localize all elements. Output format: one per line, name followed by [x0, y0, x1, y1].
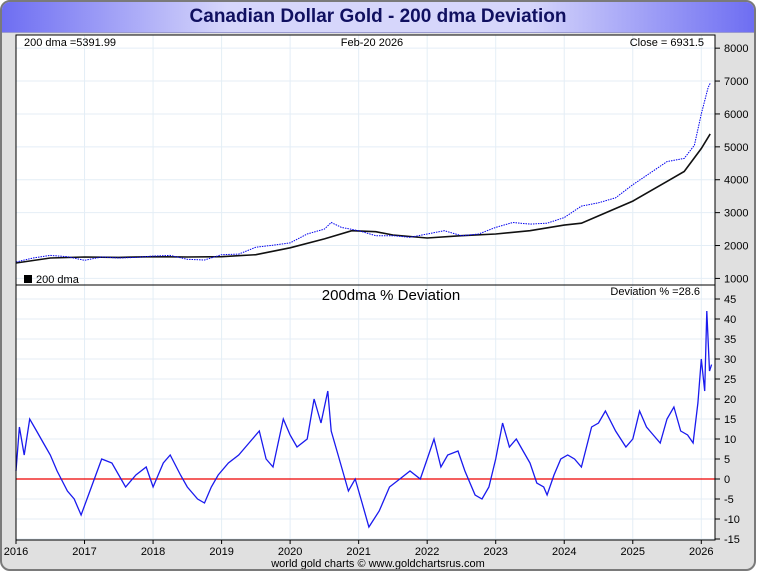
dma-value-label: 200 dma =5391.99: [24, 37, 116, 49]
date-label: Feb-20 2026: [341, 37, 403, 49]
deviation-value-label: Deviation % =28.6: [610, 286, 700, 298]
price-grid: [15, 35, 715, 285]
x-tick-label: 2016: [4, 546, 28, 558]
x-axis: 2016 2017 2018 2019 2020 2021 2022 2023 2024 2025…: [4, 540, 714, 558]
price-tick-label: 2000: [724, 241, 748, 253]
deviation-tick-label: -15: [724, 534, 740, 546]
legend-dma-label: 200 dma: [36, 274, 80, 286]
deviation-tick-label: 0: [724, 474, 730, 486]
deviation-title: 200dma % Deviation: [322, 287, 460, 304]
price-tick-label: 8000: [724, 43, 748, 55]
deviation-tick-label: -10: [724, 514, 740, 526]
legend-dma-swatch: [24, 275, 32, 283]
price-tick-label: 4000: [724, 175, 748, 187]
deviation-tick-label: 30: [724, 354, 736, 366]
deviation-tick-label: 5: [724, 454, 730, 466]
price-tick-label: 7000: [724, 76, 748, 88]
price-y-axis: 1000 2000 3000 4000 5000 6000 7000 8000: [715, 43, 748, 285]
dma-line: [15, 133, 711, 264]
x-tick-label: 2021: [346, 546, 370, 558]
footer-credit: world gold charts © www.goldchartsrus.co…: [271, 558, 485, 570]
price-tick-label: 1000: [724, 273, 748, 285]
deviation-tick-label: -5: [724, 494, 734, 506]
deviation-panel: 200dma % Deviation Deviation % =28.6 -15…: [4, 284, 740, 558]
deviation-tick-label: 40: [724, 314, 736, 326]
x-tick-label: 2022: [415, 546, 439, 558]
title-bar: Canadian Dollar Gold - 200 dma Deviation: [2, 2, 754, 33]
deviation-plot-area: [16, 285, 715, 540]
x-tick-label: 2024: [552, 546, 576, 558]
x-tick-label: 2017: [72, 546, 96, 558]
deviation-tick-label: 10: [724, 434, 736, 446]
x-tick-label: 2018: [141, 546, 165, 558]
deviation-tick-label: 15: [724, 414, 736, 426]
price-panel: 1000 2000 3000 4000 5000 6000 7000 8000 200 dma…: [15, 34, 748, 286]
deviation-tick-label: 20: [724, 394, 736, 406]
x-tick-label: 2026: [689, 546, 713, 558]
chart-title: Canadian Dollar Gold - 200 dma Deviation: [189, 6, 567, 27]
x-tick-label: 2019: [209, 546, 233, 558]
price-tick-label: 3000: [724, 208, 748, 220]
close-label: Close = 6931.5: [630, 37, 704, 49]
x-tick-label: 2023: [483, 546, 507, 558]
price-tick-label: 5000: [724, 142, 748, 154]
price-tick-label: 6000: [724, 109, 748, 121]
deviation-tick-label: 35: [724, 334, 736, 346]
deviation-grid: [15, 285, 715, 540]
deviation-tick-label: 45: [724, 294, 736, 306]
deviation-tick-label: 25: [724, 374, 736, 386]
x-tick-label: 2020: [278, 546, 302, 558]
deviation-panel-border: [15, 284, 716, 541]
x-tick-label: 2025: [621, 546, 645, 558]
deviation-y-axis: -15 -10 -5 0 5 10 15 20 25 30 35 40 45: [715, 294, 740, 546]
deviation-line: [15, 310, 713, 529]
price-plot-area: [16, 35, 715, 285]
